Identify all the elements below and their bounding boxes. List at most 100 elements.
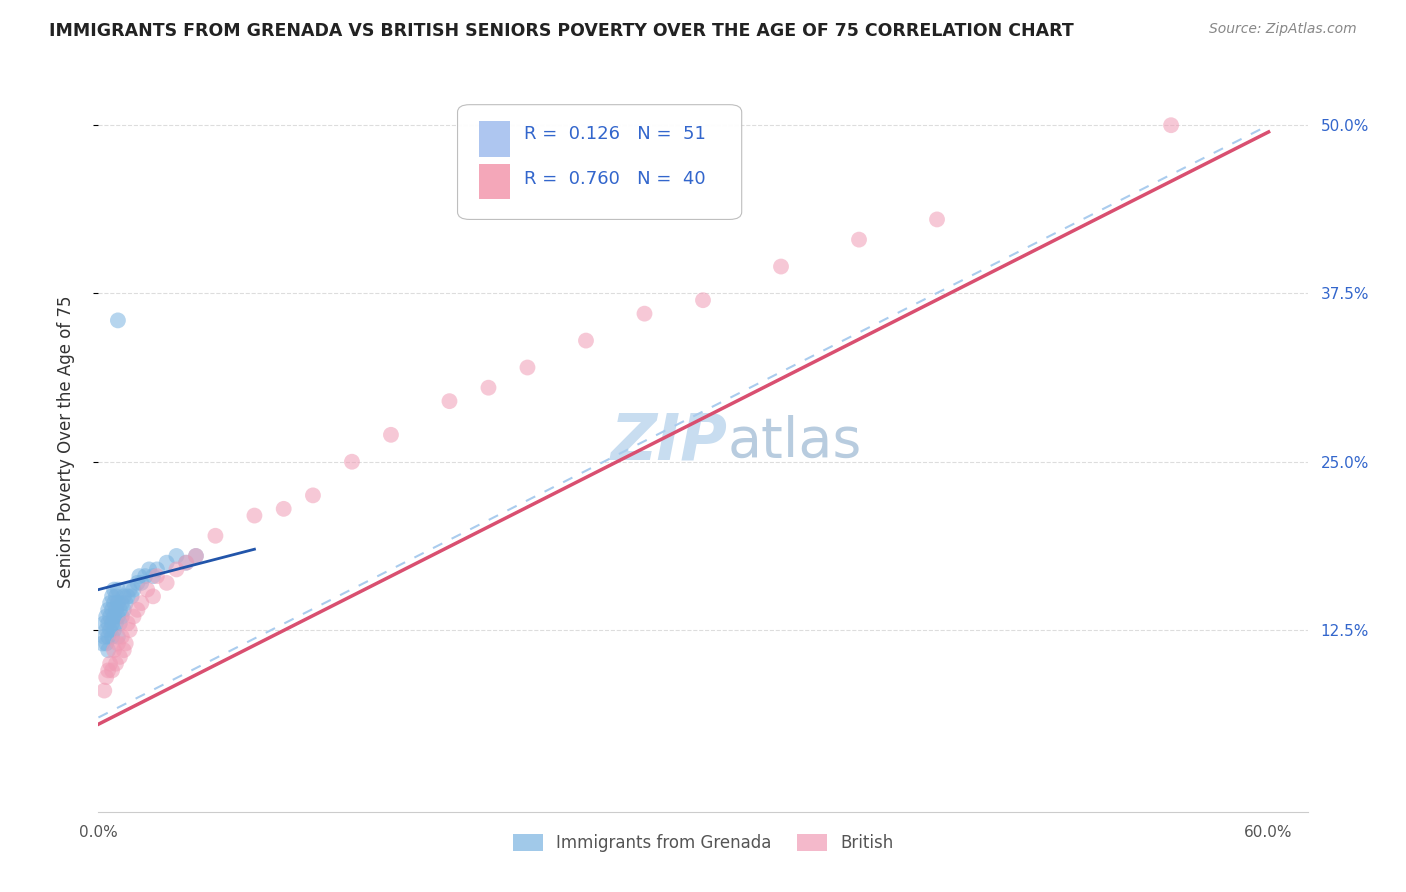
Point — [101, 664, 124, 678]
Point — [477, 381, 499, 395]
Point — [136, 582, 159, 597]
Point — [138, 562, 160, 576]
Point — [204, 529, 226, 543]
Point — [114, 636, 136, 650]
Point — [96, 623, 118, 637]
Point — [575, 334, 598, 348]
Point — [146, 569, 169, 583]
Point — [107, 313, 129, 327]
Point — [98, 596, 121, 610]
Point — [121, 590, 143, 604]
Point — [101, 630, 124, 644]
Point — [174, 556, 197, 570]
Point — [380, 427, 402, 442]
Point — [122, 582, 145, 597]
Point — [146, 562, 169, 576]
Point — [104, 590, 127, 604]
Point — [96, 670, 118, 684]
Point — [243, 508, 266, 523]
Text: Source: ZipAtlas.com: Source: ZipAtlas.com — [1209, 22, 1357, 37]
Point — [93, 683, 115, 698]
Point — [111, 609, 134, 624]
Point — [93, 616, 115, 631]
Point — [1160, 118, 1182, 132]
Point — [104, 603, 127, 617]
Point — [107, 609, 129, 624]
Text: IMMIGRANTS FROM GRENADA VS BRITISH SENIORS POVERTY OVER THE AGE OF 75 CORRELATIO: IMMIGRANTS FROM GRENADA VS BRITISH SENIO… — [49, 22, 1074, 40]
Point — [127, 575, 149, 590]
Point — [97, 630, 120, 644]
Point — [692, 293, 714, 308]
Point — [117, 590, 139, 604]
Text: ZIP: ZIP — [610, 410, 727, 473]
Point — [97, 643, 120, 657]
Point — [91, 636, 114, 650]
Point — [165, 549, 187, 563]
Point — [108, 616, 131, 631]
Point — [117, 616, 139, 631]
Point — [96, 609, 118, 624]
Point — [98, 623, 121, 637]
Point — [848, 233, 870, 247]
Point — [112, 643, 135, 657]
Point — [142, 569, 165, 583]
Point — [107, 630, 129, 644]
Point — [93, 630, 115, 644]
Point — [128, 569, 150, 583]
Point — [103, 643, 125, 657]
Point — [302, 488, 325, 502]
Point — [118, 623, 141, 637]
Point — [156, 556, 179, 570]
Point — [273, 501, 295, 516]
Text: R =  0.126   N =  51: R = 0.126 N = 51 — [524, 125, 706, 144]
Point — [114, 596, 136, 610]
Point — [96, 636, 118, 650]
Point — [101, 616, 124, 631]
Point — [111, 596, 134, 610]
Text: R =  0.760   N =  40: R = 0.760 N = 40 — [524, 169, 706, 187]
Point — [174, 556, 197, 570]
FancyBboxPatch shape — [457, 104, 742, 219]
Point — [103, 623, 125, 637]
Point — [107, 636, 129, 650]
Point — [439, 394, 461, 409]
Point — [340, 455, 363, 469]
Point — [98, 609, 121, 624]
Point — [108, 649, 131, 664]
Point — [156, 575, 179, 590]
Point — [97, 616, 120, 631]
Point — [104, 616, 127, 631]
Point — [127, 603, 149, 617]
Point — [103, 596, 125, 610]
Point — [101, 590, 124, 604]
Point — [107, 582, 129, 597]
Point — [769, 260, 792, 274]
Point — [142, 590, 165, 604]
Point — [184, 549, 207, 563]
Point — [103, 582, 125, 597]
Point — [112, 603, 135, 617]
Point — [118, 582, 141, 597]
Point — [101, 603, 124, 617]
Point — [107, 596, 129, 610]
Point — [98, 657, 121, 671]
Point — [134, 569, 156, 583]
Point — [97, 664, 120, 678]
Point — [97, 603, 120, 617]
Point — [165, 562, 187, 576]
Point — [184, 549, 207, 563]
Legend: Immigrants from Grenada, British: Immigrants from Grenada, British — [506, 828, 900, 859]
Point — [104, 657, 127, 671]
Point — [131, 575, 153, 590]
Y-axis label: Seniors Poverty Over the Age of 75: Seniors Poverty Over the Age of 75 — [56, 295, 75, 588]
Text: atlas: atlas — [727, 415, 862, 468]
Point — [108, 603, 131, 617]
Point — [516, 360, 538, 375]
Point — [112, 590, 135, 604]
Point — [925, 212, 948, 227]
Bar — [479, 164, 509, 200]
Point — [131, 596, 153, 610]
Point — [633, 307, 655, 321]
Point — [122, 609, 145, 624]
Bar — [479, 121, 509, 156]
